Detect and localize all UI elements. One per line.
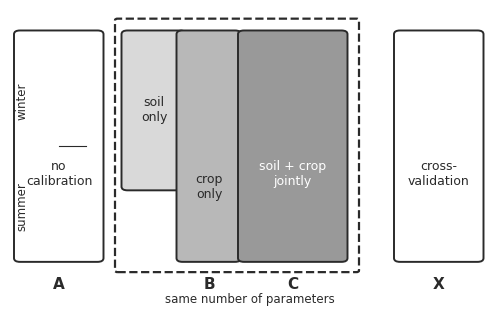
Text: summer: summer — [16, 182, 28, 231]
Text: soil
only: soil only — [141, 96, 167, 124]
FancyBboxPatch shape — [122, 30, 186, 190]
Text: crop
only: crop only — [196, 173, 222, 201]
Text: soil + crop
jointly: soil + crop jointly — [259, 160, 326, 188]
Text: no
calibration: no calibration — [26, 160, 92, 188]
FancyBboxPatch shape — [394, 30, 484, 262]
Text: winter: winter — [16, 82, 28, 120]
FancyBboxPatch shape — [176, 30, 241, 262]
Text: C: C — [287, 277, 298, 292]
Text: B: B — [203, 277, 215, 292]
Text: A: A — [53, 277, 65, 292]
FancyBboxPatch shape — [14, 30, 104, 262]
FancyBboxPatch shape — [238, 30, 348, 262]
Text: cross-
validation: cross- validation — [408, 160, 470, 188]
Text: X: X — [433, 277, 445, 292]
Text: same number of parameters: same number of parameters — [165, 293, 335, 306]
